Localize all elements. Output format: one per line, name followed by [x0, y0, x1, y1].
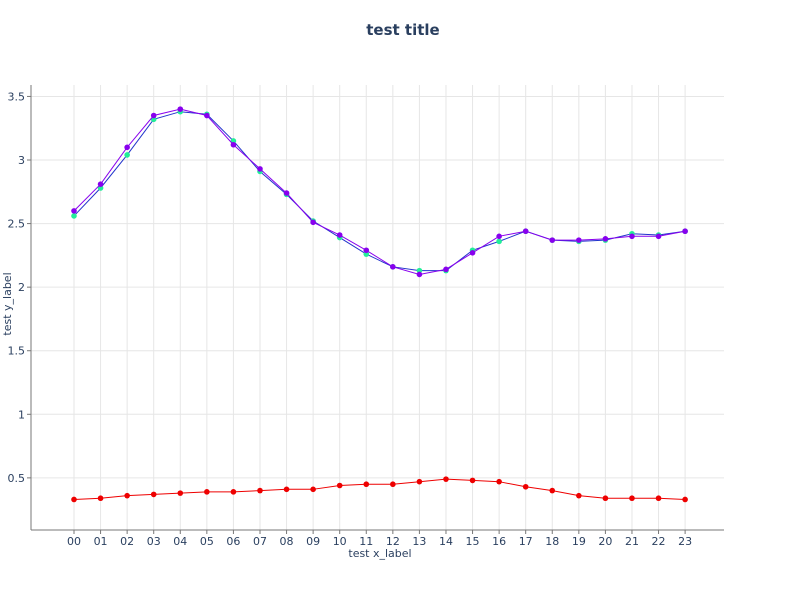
x-tick-label: 23 [678, 535, 692, 548]
data-point [71, 496, 77, 503]
data-point [576, 492, 582, 499]
series-line [73, 108, 686, 275]
x-tick-label: 05 [200, 535, 214, 548]
data-point [655, 233, 662, 240]
data-point [390, 264, 396, 270]
grid [31, 85, 724, 530]
x-tick-label: 13 [412, 535, 426, 548]
y-tick-label: 2 [18, 281, 25, 294]
series-line [73, 478, 686, 500]
data-point [71, 213, 77, 219]
data-point [177, 490, 184, 496]
data-point [416, 478, 423, 485]
data-point [97, 181, 104, 187]
y-tick-label: 3 [18, 154, 25, 167]
x-tick-label: 17 [519, 535, 533, 548]
x-axis-label: test x_label [348, 547, 411, 560]
data-point [629, 495, 635, 502]
data-point [204, 112, 210, 119]
data-point [629, 233, 635, 240]
data-point [97, 495, 104, 502]
data-point [496, 233, 502, 240]
data-point [682, 228, 688, 235]
x-tick-label: 21 [625, 535, 639, 548]
chart-title: test title [366, 21, 439, 39]
data-point [522, 228, 529, 235]
data-point [283, 486, 290, 493]
data-point [150, 112, 157, 119]
data-point [310, 486, 316, 493]
x-tick-label: 04 [173, 535, 187, 548]
y-tick-label: 3.5 [8, 90, 26, 103]
data-point [150, 491, 157, 498]
data-point [443, 476, 449, 482]
data-point [469, 250, 476, 256]
y-tick-label: 0.5 [8, 472, 26, 485]
x-tick-label: 01 [94, 535, 108, 548]
data-point [336, 232, 343, 238]
series-3 [71, 476, 688, 503]
series-2 [71, 106, 688, 278]
data-point [416, 271, 423, 278]
data-point [655, 495, 662, 502]
x-tick-labels: 00 01 02 03 04 05 06 07 08 09 10 11 12 13 14 15 16 17 18 19… [67, 530, 692, 548]
data-point [549, 487, 556, 494]
y-tick-label: 1 [18, 408, 25, 421]
data-point [363, 247, 370, 254]
data-point [204, 489, 210, 495]
x-tick-label: 14 [439, 535, 453, 548]
data-point [602, 495, 609, 502]
x-tick-label: 02 [120, 535, 134, 548]
x-tick-label: 18 [545, 535, 559, 548]
data-point [496, 478, 502, 485]
x-tick-label: 19 [572, 535, 586, 548]
data-point [576, 237, 582, 243]
data-point [71, 208, 77, 214]
y-tick-labels: 0.5 1 1.5 2 2.5 3 3.5 [8, 90, 31, 485]
y-tick-label: 2.5 [8, 218, 26, 231]
x-tick-label: 10 [333, 535, 347, 548]
data-point [390, 481, 396, 488]
series-1 [71, 108, 688, 274]
x-tick-label: 07 [253, 535, 267, 548]
y-tick-label: 1.5 [8, 345, 26, 358]
data-point [257, 487, 263, 494]
x-tick-label: 00 [67, 535, 81, 548]
data-point [602, 236, 609, 242]
series [71, 106, 688, 503]
data-point [336, 482, 343, 489]
x-tick-label: 15 [466, 535, 480, 548]
data-point [283, 190, 290, 196]
x-tick-label: 06 [226, 535, 240, 548]
y-axis-label: test y_label [1, 272, 14, 335]
data-point [496, 238, 502, 245]
x-tick-label: 11 [359, 535, 373, 548]
series-line [73, 111, 686, 272]
axes [30, 85, 724, 531]
x-tick-label: 09 [306, 535, 320, 548]
data-point [124, 144, 130, 151]
data-point [363, 481, 370, 488]
x-tick-label: 22 [652, 535, 666, 548]
data-point [549, 237, 556, 243]
x-tick-label: 16 [492, 535, 506, 548]
data-point [124, 152, 130, 158]
data-point [469, 477, 476, 484]
data-point [230, 489, 237, 495]
x-tick-label: 12 [386, 535, 400, 548]
data-point [310, 219, 316, 226]
data-point [522, 483, 529, 490]
data-point [177, 106, 184, 112]
data-point [257, 166, 263, 172]
data-point [682, 496, 688, 503]
data-point [443, 266, 449, 273]
data-point [230, 141, 237, 148]
x-tick-label: 08 [280, 535, 294, 548]
x-tick-label: 03 [147, 535, 161, 548]
data-point [124, 492, 130, 499]
x-tick-label: 20 [598, 535, 612, 548]
